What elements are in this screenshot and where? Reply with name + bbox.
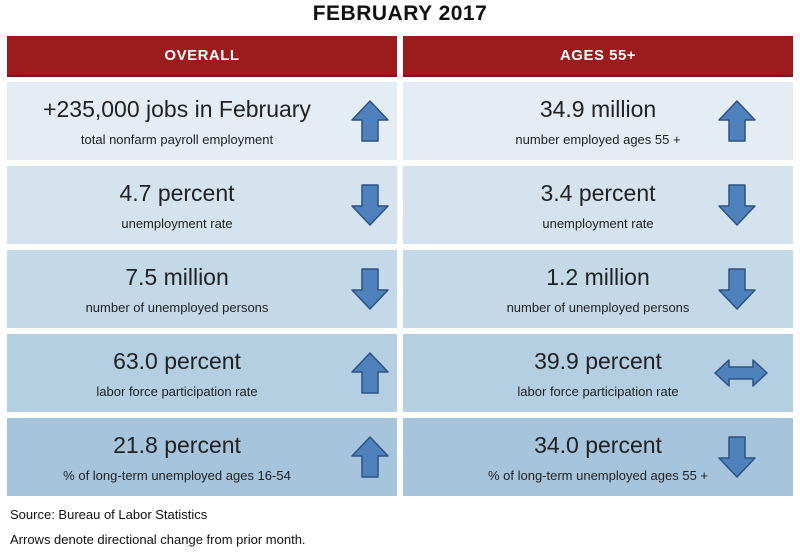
- stat-value: 3.4 percent: [540, 180, 656, 206]
- stat-label: labor force participation rate: [517, 384, 679, 399]
- stat-label: % of long-term unemployed ages 55 +: [487, 468, 709, 483]
- up-arrow-icon: [717, 99, 757, 148]
- stat-label: labor force participation rate: [96, 384, 258, 399]
- stat-cell-overall-5: 21.8 percent % of long-term unemployed ag…: [7, 418, 397, 496]
- stat-value: 34.9 million: [539, 96, 657, 122]
- column-header-ages55: AGES 55+: [403, 36, 793, 77]
- stat-label: unemployment rate: [121, 216, 233, 231]
- stat-value: 1.2 million: [546, 264, 650, 290]
- stat-cell-overall-4: 63.0 percent labor force participation ra…: [7, 334, 397, 412]
- up-arrow-icon: [350, 99, 390, 148]
- down-arrow-icon: [717, 267, 757, 316]
- down-arrow-icon: [717, 435, 757, 484]
- up-arrow-icon: [350, 351, 390, 400]
- down-arrow-icon: [350, 267, 390, 316]
- stat-cell-overall-2: 4.7 percent unemployment rate: [7, 166, 397, 244]
- stat-label: number of unemployed persons: [506, 300, 690, 315]
- up-arrow-icon: [350, 435, 390, 484]
- stat-value: 63.0 percent: [113, 348, 241, 374]
- column-header-overall: OVERALL: [7, 36, 397, 77]
- stat-label: unemployment rate: [542, 216, 654, 231]
- stat-value: 21.8 percent: [113, 432, 241, 458]
- stat-cell-ages55-5: 34.0 percent % of long-term unemployed ag…: [403, 418, 793, 496]
- stat-value: 39.9 percent: [534, 348, 662, 374]
- stat-label: total nonfarm payroll employment: [80, 132, 274, 147]
- stat-label: number of unemployed persons: [85, 300, 269, 315]
- down-arrow-icon: [717, 183, 757, 232]
- column-header-overall-label: OVERALL: [164, 47, 240, 64]
- stat-cell-ages55-4: 39.9 percent labor force participation ra…: [403, 334, 793, 412]
- stat-value: 4.7 percent: [119, 180, 235, 206]
- stat-cell-ages55-2: 3.4 percent unemployment rate: [403, 166, 793, 244]
- stat-label: % of long-term unemployed ages 16-54: [63, 468, 291, 483]
- stat-value: 34.0 percent: [534, 432, 662, 458]
- stat-cell-ages55-1: 34.9 million number employed ages 55 +: [403, 82, 793, 160]
- page-title: FEBRUARY 2017: [312, 2, 488, 25]
- stat-cell-ages55-3: 1.2 million number of unemployed persons: [403, 250, 793, 328]
- down-arrow-icon: [350, 183, 390, 232]
- source-note: Source: Bureau of Labor Statistics: [10, 507, 208, 522]
- stat-value: 7.5 million: [125, 264, 229, 290]
- stat-cell-overall-1: +235,000 jobs in February total nonfarm p…: [7, 82, 397, 160]
- stat-label: number employed ages 55 +: [515, 132, 681, 147]
- arrows-note: Arrows denote directional change from pr…: [10, 532, 306, 547]
- stat-cell-overall-3: 7.5 million number of unemployed persons: [7, 250, 397, 328]
- column-header-ages55-label: AGES 55+: [559, 47, 637, 64]
- stat-value: +235,000 jobs in February: [43, 96, 311, 122]
- left-right-arrow-icon: [713, 358, 769, 393]
